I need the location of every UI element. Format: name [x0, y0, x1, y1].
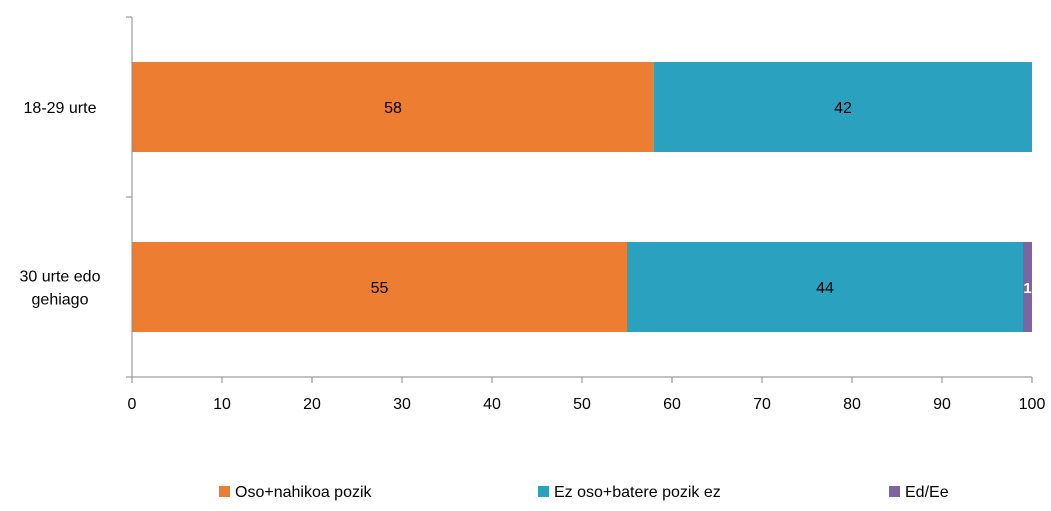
legend-label-ez-oso-batere-pozik-ez: Ez oso+batere pozik ez: [554, 484, 721, 501]
axes-layer: 18-29 urte 30 urte edo gehiago 0 10 20 30 40 50 6…: [20, 16, 1046, 413]
data-label-ed-ee-30-urte-edo-gehiago: 1: [1023, 280, 1031, 297]
x-tick-label-60: 60: [663, 396, 681, 413]
legend-label-oso-nahikoa-pozik: Oso+nahikoa pozik: [235, 484, 373, 501]
y-tick-label-30-urte-edo-gehiago: 30 urte edo gehiago: [20, 269, 101, 309]
legend: Oso+nahikoa pozik Ez oso+batere pozik ez E…: [219, 484, 949, 501]
x-tick-label-30: 30: [393, 396, 411, 413]
legend-swatch-ez-oso-batere-pozik-ez: [538, 486, 549, 497]
legend-label-ed-ee: Ed/Ee: [905, 484, 949, 501]
x-tick-label-40: 40: [483, 396, 501, 413]
x-tick-label-20: 20: [303, 396, 321, 413]
bar-ez-oso-batere-pozik-ez-18-29-urte: [654, 62, 1032, 152]
bar-ed-ee-30-urte-edo-gehiago: [1023, 242, 1032, 332]
data-label-ez-oso-batere-pozik-ez-30-urte-edo-gehiago: 44: [816, 280, 834, 297]
x-tick-label-10: 10: [213, 396, 231, 413]
data-label-oso-nahikoa-pozik-30-urte-edo-gehiago: 55: [371, 280, 389, 297]
y-tick-label-18-29-urte: 18-29 urte: [24, 100, 97, 117]
x-tick-label-50: 50: [573, 396, 591, 413]
legend-swatch-oso-nahikoa-pozik: [219, 486, 230, 497]
bar-ez-oso-batere-pozik-ez-30-urte-edo-gehiago: [627, 242, 1023, 332]
data-label-ez-oso-batere-pozik-ez-18-29-urte: 42: [834, 100, 852, 117]
x-tick-label-90: 90: [933, 396, 951, 413]
data-label-oso-nahikoa-pozik-18-29-urte: 58: [384, 100, 402, 117]
data-labels-layer: 58 42 55 44 1: [371, 100, 1032, 297]
bars-layer: [132, 62, 1032, 332]
legend-swatch-ed-ee: [889, 486, 900, 497]
x-tick-label-80: 80: [843, 396, 861, 413]
x-tick-label-0: 0: [128, 396, 137, 413]
x-tick-label-100: 100: [1019, 396, 1046, 413]
x-tick-label-70: 70: [753, 396, 771, 413]
bar-oso-nahikoa-pozik-18-29-urte: [132, 62, 654, 152]
bar-oso-nahikoa-pozik-30-urte-edo-gehiago: [132, 242, 627, 332]
